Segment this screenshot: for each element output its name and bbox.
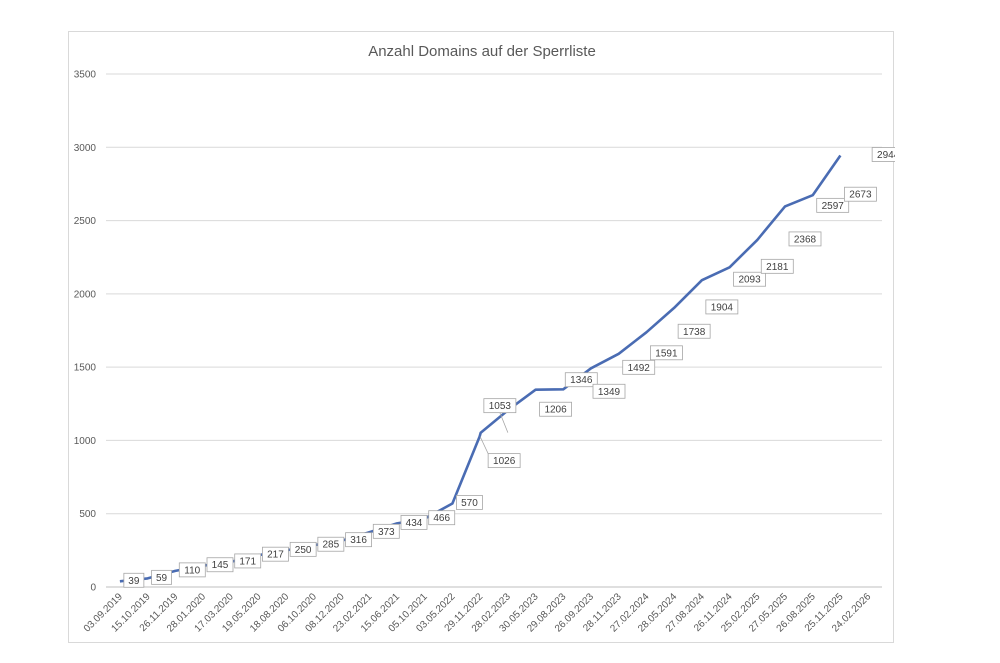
- data-label-box: [760, 258, 794, 274]
- chart-frame: Anzahl Domains auf der Sperrliste 0 500 10…: [68, 31, 895, 643]
- data-labels: 39 59 110 145 171 217 250 285 316 373 434 466 570 102…: [123, 147, 895, 588]
- data-label-box: [206, 557, 234, 573]
- data-label-box: [487, 453, 521, 469]
- data-label-box: [262, 546, 289, 562]
- data-label-box: [677, 323, 711, 339]
- gridlines: [106, 73, 882, 588]
- data-label-box: [816, 197, 850, 213]
- data-label-box: [564, 372, 598, 388]
- data-label-box: [871, 147, 895, 162]
- data-label-box: [788, 231, 822, 247]
- data-label: 2673: [849, 190, 872, 201]
- data-label-box: [372, 523, 400, 539]
- data-label-box: [844, 186, 877, 202]
- y-tick-label: 500: [79, 509, 96, 520]
- data-label: 570: [461, 498, 478, 509]
- data-label-box: [289, 541, 317, 557]
- data-label: 1738: [683, 327, 706, 338]
- line-chart: Anzahl Domains auf der Sperrliste 0 500 10…: [74, 43, 895, 635]
- data-label-box: [123, 572, 145, 588]
- data-label-box: [733, 271, 766, 287]
- data-label-box: [428, 510, 456, 526]
- data-label-box: [345, 532, 372, 548]
- data-label-box: [622, 359, 656, 375]
- data-label: 1026: [493, 456, 516, 467]
- data-label-box: [539, 401, 572, 417]
- data-label: 285: [323, 540, 340, 551]
- data-label: 316: [350, 535, 367, 546]
- data-label-box: [151, 569, 172, 585]
- data-label: 373: [378, 527, 395, 538]
- data-label: 1591: [655, 348, 678, 359]
- chart-title: Anzahl Domains auf der Sperrliste: [368, 43, 596, 60]
- y-tick-label: 3000: [74, 143, 97, 154]
- data-label: 434: [406, 518, 423, 529]
- data-label-leader: [499, 412, 509, 433]
- data-label-box: [178, 562, 206, 578]
- data-label-box: [456, 495, 483, 510]
- data-label: 1492: [628, 363, 651, 374]
- data-label-box: [592, 383, 626, 399]
- x-axis-ticks: 03.09.201915.10.201926.11.201928.01.2020…: [82, 591, 874, 634]
- data-label: 1349: [598, 387, 621, 398]
- data-label: 250: [295, 545, 312, 556]
- data-label-box: [400, 514, 428, 530]
- data-label: 466: [433, 513, 450, 524]
- data-label: 1053: [489, 401, 512, 412]
- data-label: 2093: [738, 275, 761, 286]
- data-label-box: [317, 536, 345, 552]
- data-label: 2368: [794, 234, 817, 245]
- data-label: 2181: [766, 262, 789, 273]
- data-label: 171: [239, 556, 256, 567]
- data-label: 2597: [822, 201, 845, 212]
- data-label: 110: [184, 565, 200, 576]
- data-label: 1206: [544, 405, 567, 416]
- y-tick-label: 1500: [74, 363, 97, 374]
- data-label: 1346: [570, 375, 593, 386]
- data-label-box: [483, 398, 517, 414]
- data-label: 39: [128, 576, 140, 587]
- data-label-box: [650, 345, 683, 361]
- data-label: 59: [156, 573, 168, 584]
- data-label-box: [234, 553, 262, 569]
- data-label: 145: [212, 560, 229, 571]
- y-tick-label: 1000: [74, 436, 97, 447]
- y-tick-label: 3500: [74, 70, 97, 81]
- y-tick-label: 0: [90, 583, 96, 594]
- y-axis-ticks: 0 500 1000 1500 2000 2500 3000 3500: [74, 70, 97, 594]
- data-label: 1904: [711, 302, 734, 313]
- series-line: [119, 154, 842, 583]
- data-label: 217: [267, 550, 284, 561]
- data-label: 2944: [877, 150, 895, 161]
- data-label-box: [705, 299, 739, 315]
- y-tick-label: 2000: [74, 289, 97, 300]
- data-label-leader: [479, 436, 489, 454]
- y-tick-label: 2500: [74, 216, 97, 227]
